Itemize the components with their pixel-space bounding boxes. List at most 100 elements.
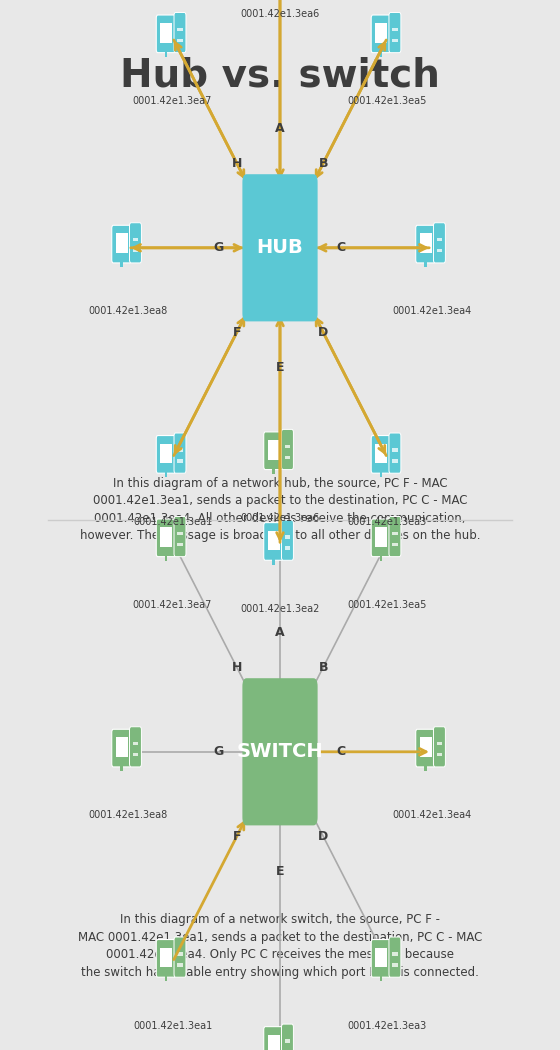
Bar <box>177 448 183 451</box>
Text: HUB: HUB <box>256 238 304 257</box>
Bar <box>437 238 442 242</box>
Text: E: E <box>276 865 284 878</box>
Bar <box>375 947 387 967</box>
Bar <box>133 238 138 242</box>
FancyBboxPatch shape <box>282 1024 293 1050</box>
Text: E: E <box>276 361 284 374</box>
Text: 0001.42e1.3ea3: 0001.42e1.3ea3 <box>348 517 427 526</box>
Bar <box>177 543 183 546</box>
FancyBboxPatch shape <box>389 433 401 474</box>
Text: 0001.42e1.3ea8: 0001.42e1.3ea8 <box>88 307 167 316</box>
FancyBboxPatch shape <box>282 429 293 469</box>
Bar <box>268 1034 279 1050</box>
Bar <box>115 233 128 253</box>
Text: C: C <box>337 746 346 758</box>
FancyBboxPatch shape <box>433 727 445 766</box>
Bar <box>375 23 387 43</box>
Bar <box>424 764 427 771</box>
Bar <box>437 753 442 756</box>
Bar <box>133 742 138 745</box>
FancyBboxPatch shape <box>433 223 445 262</box>
Bar <box>419 737 432 757</box>
Bar <box>392 27 398 31</box>
FancyBboxPatch shape <box>371 436 391 474</box>
Bar <box>284 445 291 448</box>
FancyBboxPatch shape <box>264 1027 283 1050</box>
Bar <box>165 974 167 982</box>
Text: 0001.42e1.3ea7: 0001.42e1.3ea7 <box>133 600 212 610</box>
FancyBboxPatch shape <box>174 937 186 978</box>
Text: Hub vs. switch: Hub vs. switch <box>120 57 440 94</box>
Bar <box>268 530 279 550</box>
Bar <box>392 39 398 42</box>
FancyBboxPatch shape <box>371 940 391 978</box>
FancyBboxPatch shape <box>416 730 435 766</box>
FancyBboxPatch shape <box>174 13 186 53</box>
Text: B: B <box>319 156 328 170</box>
Text: 0001.42e1.3ea7: 0001.42e1.3ea7 <box>133 96 212 106</box>
Bar <box>160 527 172 547</box>
Text: 0001.42e1.3ea6: 0001.42e1.3ea6 <box>240 512 320 523</box>
Bar <box>160 23 172 43</box>
Bar <box>392 963 398 967</box>
Text: D: D <box>318 830 328 843</box>
FancyBboxPatch shape <box>112 730 132 766</box>
FancyBboxPatch shape <box>156 940 176 978</box>
Text: F: F <box>232 830 241 843</box>
FancyBboxPatch shape <box>112 226 132 262</box>
FancyBboxPatch shape <box>174 517 186 556</box>
Text: SWITCH: SWITCH <box>237 742 323 761</box>
Bar <box>392 952 398 956</box>
Text: F: F <box>232 326 241 339</box>
Bar <box>272 466 275 474</box>
Bar <box>392 448 398 451</box>
Text: A: A <box>275 122 285 134</box>
Text: In this diagram of a ​network switch​, the source, PC F -
MAC 0001.42e1.3ea1, se: In this diagram of a ​network switch​, t… <box>78 914 482 979</box>
Bar <box>272 558 275 565</box>
Bar <box>380 974 382 982</box>
FancyBboxPatch shape <box>156 519 176 557</box>
Text: In this diagram of a ​network hub​, the source, PC F - MAC
0001.42e1.3ea1, sends: In this diagram of a ​network hub​, the … <box>80 477 480 542</box>
FancyBboxPatch shape <box>264 523 283 561</box>
Bar <box>165 553 167 561</box>
Bar <box>177 952 183 956</box>
Text: 0001.42e1.3ea8: 0001.42e1.3ea8 <box>88 811 167 820</box>
Bar <box>437 249 442 252</box>
Text: 0001.42e1.3ea1: 0001.42e1.3ea1 <box>133 1021 212 1030</box>
Text: A: A <box>275 626 285 638</box>
Text: 0001.42e1.3ea4: 0001.42e1.3ea4 <box>393 811 472 820</box>
FancyBboxPatch shape <box>282 520 293 561</box>
FancyBboxPatch shape <box>389 937 401 978</box>
Text: 0001.42e1.3ea1: 0001.42e1.3ea1 <box>133 517 212 526</box>
Bar <box>160 443 172 463</box>
Bar <box>284 1040 291 1043</box>
Bar <box>177 39 183 42</box>
Bar <box>437 742 442 745</box>
Bar <box>284 456 291 459</box>
Bar <box>375 443 387 463</box>
Bar <box>177 531 183 536</box>
Text: D: D <box>318 326 328 339</box>
Bar <box>380 49 382 57</box>
Bar <box>392 459 398 463</box>
Bar <box>133 249 138 252</box>
Text: 0001.42e1.3ea5: 0001.42e1.3ea5 <box>348 96 427 106</box>
Text: G: G <box>214 242 224 254</box>
FancyBboxPatch shape <box>174 433 186 474</box>
Text: 0001.42e1.3ea6: 0001.42e1.3ea6 <box>240 8 320 19</box>
Text: 0001.42e1.3ea5: 0001.42e1.3ea5 <box>348 600 427 610</box>
FancyBboxPatch shape <box>129 727 142 766</box>
Bar <box>284 536 291 539</box>
FancyBboxPatch shape <box>156 15 176 53</box>
FancyBboxPatch shape <box>389 13 401 53</box>
Bar <box>177 459 183 463</box>
Bar <box>284 546 291 550</box>
Bar <box>380 470 382 478</box>
FancyBboxPatch shape <box>156 436 176 474</box>
Bar <box>133 753 138 756</box>
FancyBboxPatch shape <box>389 517 401 556</box>
Text: 0001.42e1.3ea4: 0001.42e1.3ea4 <box>393 307 472 316</box>
Bar <box>392 531 398 536</box>
FancyBboxPatch shape <box>242 678 318 825</box>
FancyBboxPatch shape <box>416 226 435 262</box>
